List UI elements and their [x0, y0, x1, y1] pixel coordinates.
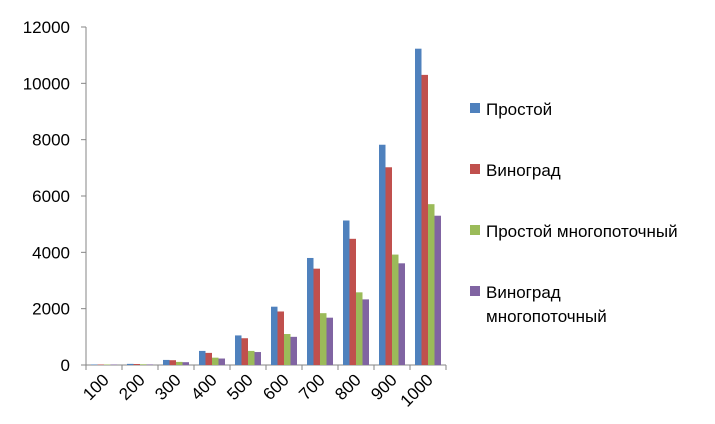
bar-series-3-cat-200 [140, 364, 147, 365]
x-tick-label: 200 [115, 370, 148, 403]
y-tick-label: 8000 [32, 131, 70, 150]
bar-series-1-cat-400 [199, 350, 206, 365]
x-tick-label: 800 [331, 370, 364, 403]
x-tick-label: 900 [367, 370, 400, 403]
legend-item-series-2: Виноград [470, 159, 706, 183]
bar-series-4-cat-100 [110, 364, 117, 365]
chart-bars [91, 48, 441, 366]
bar-series-1-cat-500 [235, 335, 242, 365]
x-tick-label: 400 [187, 370, 220, 403]
bar-series-2-cat-700 [313, 268, 320, 365]
x-tick-label: 300 [151, 370, 184, 403]
y-tick-label: 10000 [23, 74, 70, 93]
x-tick-label: 500 [223, 370, 256, 403]
bar-series-3-cat-900 [392, 254, 399, 365]
x-tick-label: 100 [79, 370, 112, 403]
bar-series-2-cat-200 [133, 364, 140, 365]
legend-label-series-2: Виноград [486, 161, 561, 180]
bar-series-2-cat-100 [97, 364, 104, 365]
bar-series-3-cat-700 [320, 313, 327, 365]
bar-series-1-cat-800 [343, 220, 350, 365]
bar-series-3-cat-300 [176, 361, 183, 365]
legend-item-series-3: Простой многопоточный [470, 220, 706, 244]
bar-series-2-cat-500 [241, 338, 248, 365]
bar-series-4-cat-600 [290, 336, 297, 365]
bar-series-4-cat-300 [182, 362, 189, 365]
bar-series-2-cat-400 [205, 352, 212, 365]
bar-series-2-cat-900 [385, 167, 392, 365]
bar-series-1-cat-1000 [415, 48, 422, 366]
bar-series-1-cat-700 [307, 257, 314, 365]
bar-series-1-cat-200 [127, 363, 134, 365]
y-tick-label: 12000 [23, 18, 70, 37]
bar-series-2-cat-1000 [421, 74, 428, 365]
bar-series-4-cat-200 [146, 364, 153, 365]
bar-series-2-cat-800 [349, 238, 356, 365]
legend-item-series-4: Виноград многопоточный [470, 281, 636, 329]
bar-series-3-cat-800 [356, 292, 363, 365]
bar-series-3-cat-400 [212, 357, 219, 365]
legend-label-series-3: Простой многопоточный [486, 222, 678, 241]
y-tick-label: 2000 [32, 300, 70, 319]
bar-series-4-cat-400 [218, 358, 225, 365]
legend-swatch-series-2 [470, 164, 480, 174]
bar-series-3-cat-500 [248, 350, 255, 365]
bar-series-2-cat-300 [169, 360, 176, 365]
bar-series-1-cat-300 [163, 359, 170, 365]
legend-label-series-4: Виноград многопоточный [486, 283, 607, 326]
legend-label-series-1: Простой [486, 100, 553, 119]
bar-series-3-cat-1000 [428, 204, 435, 365]
bar-series-4-cat-1000 [434, 215, 441, 365]
legend-swatch-series-4 [470, 286, 480, 296]
legend-swatch-series-3 [470, 225, 480, 235]
x-tick-label: 1000 [397, 370, 437, 410]
bar-series-1-cat-100 [91, 364, 98, 365]
y-tick-label: 0 [61, 356, 70, 375]
bar-series-4-cat-800 [362, 299, 369, 365]
legend-item-series-1: Простой [470, 98, 706, 122]
bar-series-3-cat-600 [284, 334, 291, 365]
bar-series-2-cat-600 [277, 311, 284, 365]
bar-series-1-cat-600 [271, 306, 278, 365]
legend-swatch-series-1 [470, 103, 480, 113]
x-tick-label: 600 [259, 370, 292, 403]
bar-series-4-cat-700 [326, 317, 333, 365]
y-tick-label: 6000 [32, 187, 70, 206]
y-tick-label: 4000 [32, 243, 70, 262]
bar-series-4-cat-500 [254, 352, 261, 365]
bar-series-1-cat-900 [379, 144, 386, 365]
x-tick-label: 700 [295, 370, 328, 403]
bar-series-3-cat-100 [104, 364, 111, 365]
y-axis-tick-labels: 0 2000 4000 6000 8000 10000 12000 [23, 18, 70, 375]
bar-series-4-cat-900 [398, 263, 405, 365]
